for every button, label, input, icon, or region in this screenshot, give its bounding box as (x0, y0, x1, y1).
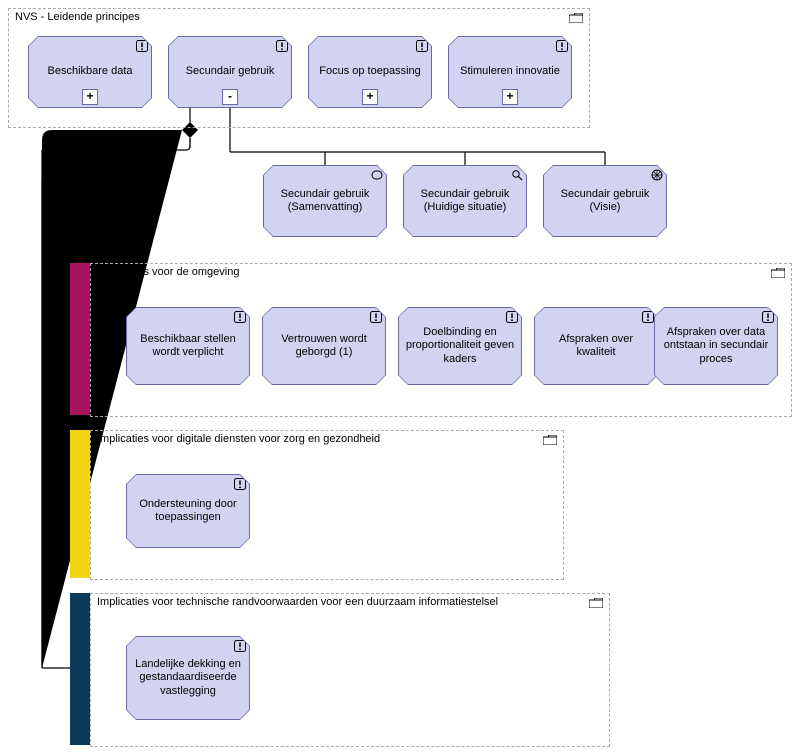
exclaim-icon (370, 311, 382, 323)
color-bar-navy (70, 593, 90, 745)
node-n6[interactable]: Secundair gebruik (Huidige situatie) (403, 165, 527, 237)
node-n1[interactable]: Beschikbare data + (28, 36, 152, 108)
node-label: Secundair gebruik (Visie) (548, 188, 662, 214)
color-bar-yellow (70, 430, 90, 578)
group-label: NVS - Leidende principes (15, 11, 140, 23)
exclaim-icon (506, 311, 518, 323)
node-label: Stimuleren innovatie (460, 65, 560, 78)
node-label: Ondersteuning door toepassingen (131, 498, 245, 524)
node-n7[interactable]: Secundair gebruik (Visie) (543, 165, 667, 237)
folder-icon (589, 598, 603, 608)
node-n3[interactable]: Focus op toepassing + (308, 36, 432, 108)
node-n5[interactable]: Secundair gebruik (Samenvatting) (263, 165, 387, 237)
node-n4[interactable]: Stimuleren innovatie + (448, 36, 572, 108)
node-label: Focus op toepassing (319, 65, 421, 78)
exclaim-icon (234, 640, 246, 652)
node-n12[interactable]: Afspraken over data ontstaan in secundai… (654, 307, 778, 385)
node-n10[interactable]: Doelbinding en proportionaliteit geven k… (398, 307, 522, 385)
exclaim-icon (762, 311, 774, 323)
search-icon (511, 169, 523, 181)
node-n14[interactable]: Landelijke dekking en gestandaardiseerde… (126, 636, 250, 720)
node-n11[interactable]: Afspraken over kwaliteit (534, 307, 658, 385)
expand-button[interactable]: - (222, 89, 238, 105)
folder-icon (543, 435, 557, 445)
node-n2[interactable]: Secundair gebruik - (168, 36, 292, 108)
node-n9[interactable]: Vertrouwen wordt geborgd (1) (262, 307, 386, 385)
folder-icon (569, 13, 583, 23)
round-icon (371, 169, 383, 181)
exclaim-icon (556, 40, 568, 52)
node-label: Afspraken over data ontstaan in secundai… (659, 326, 773, 366)
node-label: Beschikbare data (48, 65, 133, 78)
node-label: Secundair gebruik (Samenvatting) (268, 188, 382, 214)
node-label: Secundair gebruik (Huidige situatie) (408, 188, 522, 214)
color-bar-magenta (70, 263, 90, 415)
node-label: Beschikbaar stellen wordt verplicht (131, 333, 245, 359)
node-label: Secundair gebruik (186, 65, 275, 78)
expand-button[interactable]: + (502, 89, 518, 105)
folder-icon (771, 268, 785, 278)
exclaim-icon (234, 311, 246, 323)
exclaim-icon (276, 40, 288, 52)
group-label: Implicaties voor digitale diensten voor … (97, 433, 380, 445)
node-n13[interactable]: Ondersteuning door toepassingen (126, 474, 250, 548)
node-label: Vertrouwen wordt geborgd (1) (267, 333, 381, 359)
expand-button[interactable]: + (362, 89, 378, 105)
node-label: Doelbinding en proportionaliteit geven k… (403, 326, 517, 366)
exclaim-icon (416, 40, 428, 52)
group-label: Implicaties voor de omgeving (97, 266, 239, 278)
exclaim-icon (642, 311, 654, 323)
exclaim-icon (234, 478, 246, 490)
expand-button[interactable]: + (82, 89, 98, 105)
node-label: Landelijke dekking en gestandaardiseerde… (131, 658, 245, 698)
node-label: Afspraken over kwaliteit (539, 333, 653, 359)
group-label: Implicaties voor technische randvoorwaar… (97, 596, 498, 608)
node-n8[interactable]: Beschikbaar stellen wordt verplicht (126, 307, 250, 385)
exclaim-icon (136, 40, 148, 52)
compass-icon (651, 169, 663, 181)
